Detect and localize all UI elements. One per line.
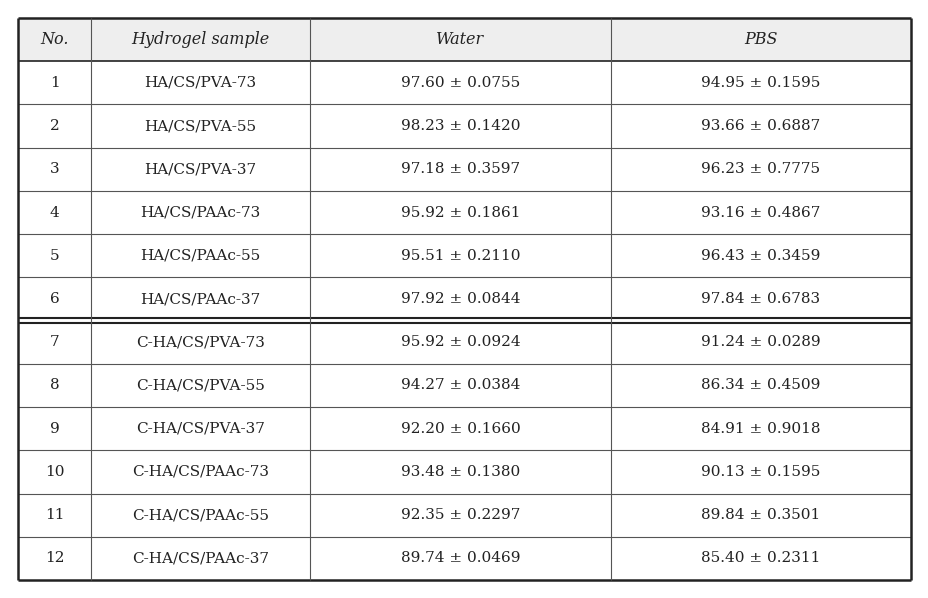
Text: 85.40 ± 0.2311: 85.40 ± 0.2311	[701, 551, 819, 565]
Text: 97.18 ± 0.3597: 97.18 ± 0.3597	[401, 162, 520, 176]
Text: C-HA/CS/PVA-55: C-HA/CS/PVA-55	[136, 379, 264, 392]
Text: HA/CS/PAAc-55: HA/CS/PAAc-55	[140, 249, 261, 263]
Text: Hydrogel sample: Hydrogel sample	[132, 31, 269, 48]
Text: 97.84 ± 0.6783: 97.84 ± 0.6783	[701, 292, 819, 306]
Text: 84.91 ± 0.9018: 84.91 ± 0.9018	[701, 422, 819, 436]
Text: HA/CS/PVA-37: HA/CS/PVA-37	[145, 162, 256, 176]
Text: 1: 1	[50, 76, 59, 90]
Text: HA/CS/PAAc-37: HA/CS/PAAc-37	[140, 292, 261, 306]
Text: 86.34 ± 0.4509: 86.34 ± 0.4509	[701, 379, 819, 392]
Text: 5: 5	[50, 249, 59, 263]
Text: 89.74 ± 0.0469: 89.74 ± 0.0469	[400, 551, 520, 565]
Text: 92.20 ± 0.1660: 92.20 ± 0.1660	[400, 422, 520, 436]
Text: 3: 3	[50, 162, 59, 176]
Text: 97.92 ± 0.0844: 97.92 ± 0.0844	[400, 292, 520, 306]
Text: 10: 10	[45, 465, 64, 479]
Text: 12: 12	[45, 551, 64, 565]
Text: 11: 11	[45, 508, 64, 522]
Text: 96.43 ± 0.3459: 96.43 ± 0.3459	[701, 249, 819, 263]
Text: 2: 2	[50, 119, 59, 133]
Text: 97.60 ± 0.0755: 97.60 ± 0.0755	[400, 76, 520, 90]
Text: C-HA/CS/PAAc-37: C-HA/CS/PAAc-37	[132, 551, 269, 565]
Text: 95.92 ± 0.0924: 95.92 ± 0.0924	[400, 335, 520, 349]
Text: 93.16 ± 0.4867: 93.16 ± 0.4867	[701, 206, 819, 219]
Text: 95.92 ± 0.1861: 95.92 ± 0.1861	[400, 206, 520, 219]
Text: HA/CS/PAAc-73: HA/CS/PAAc-73	[140, 206, 261, 219]
Text: C-HA/CS/PVA-73: C-HA/CS/PVA-73	[136, 335, 264, 349]
Text: 93.48 ± 0.1380: 93.48 ± 0.1380	[400, 465, 520, 479]
Text: 6: 6	[50, 292, 59, 306]
Text: 95.51 ± 0.2110: 95.51 ± 0.2110	[400, 249, 520, 263]
Text: 98.23 ± 0.1420: 98.23 ± 0.1420	[400, 119, 520, 133]
Text: C-HA/CS/PVA-37: C-HA/CS/PVA-37	[136, 422, 264, 436]
Text: 91.24 ± 0.0289: 91.24 ± 0.0289	[701, 335, 820, 349]
Text: 96.23 ± 0.7775: 96.23 ± 0.7775	[701, 162, 819, 176]
Text: Water: Water	[436, 31, 484, 48]
Text: 94.95 ± 0.1595: 94.95 ± 0.1595	[701, 76, 819, 90]
Text: 90.13 ± 0.1595: 90.13 ± 0.1595	[701, 465, 819, 479]
Text: 93.66 ± 0.6887: 93.66 ± 0.6887	[701, 119, 819, 133]
Text: 94.27 ± 0.0384: 94.27 ± 0.0384	[400, 379, 520, 392]
Bar	[18, 18, 910, 61]
Text: No.: No.	[40, 31, 69, 48]
Text: C-HA/CS/PAAc-55: C-HA/CS/PAAc-55	[132, 508, 269, 522]
Text: 4: 4	[50, 206, 59, 219]
Text: 9: 9	[50, 422, 59, 436]
Text: 7: 7	[50, 335, 59, 349]
Text: PBS: PBS	[743, 31, 777, 48]
Text: 89.84 ± 0.3501: 89.84 ± 0.3501	[701, 508, 819, 522]
Text: C-HA/CS/PAAc-73: C-HA/CS/PAAc-73	[132, 465, 269, 479]
Text: 8: 8	[50, 379, 59, 392]
Text: HA/CS/PVA-73: HA/CS/PVA-73	[145, 76, 256, 90]
Text: 92.35 ± 0.2297: 92.35 ± 0.2297	[400, 508, 520, 522]
Text: HA/CS/PVA-55: HA/CS/PVA-55	[145, 119, 256, 133]
